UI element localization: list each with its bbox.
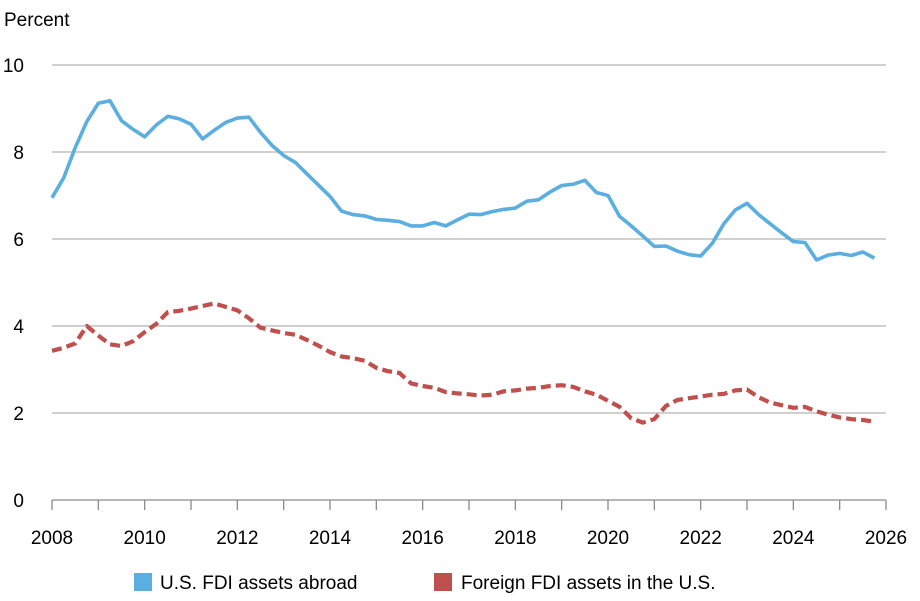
legend: U.S. FDI assets abroad Foreign FDI assets… <box>134 573 716 594</box>
x-tick-label: 2018 <box>494 528 536 549</box>
x-tick-label: 2024 <box>772 528 815 549</box>
x-tick-label: 2012 <box>216 528 258 549</box>
gridlines <box>52 64 886 414</box>
series-line-1 <box>50 98 876 262</box>
x-tick-label: 2014 <box>309 528 352 549</box>
x-tick-label: 2016 <box>402 528 444 549</box>
series <box>50 98 876 425</box>
legend-swatch <box>434 573 452 591</box>
legend-label: U.S. FDI assets abroad <box>160 573 357 594</box>
series-line-2 <box>51 301 875 425</box>
legend-swatch <box>134 573 152 591</box>
y-tick-label: 0 <box>13 491 24 512</box>
x-tick-label: 2008 <box>31 528 73 549</box>
y-tick-label: 6 <box>13 230 24 251</box>
axes: 0 2 4 6 8 10 2008 2010 2012 2014 2016 2018 2020 2022 2… <box>3 56 907 549</box>
x-tick-label: 2010 <box>124 528 166 549</box>
legend-label: Foreign FDI assets in the U.S. <box>461 573 716 594</box>
x-tick-label: 2022 <box>680 528 722 549</box>
x-tick-label: 2020 <box>587 528 629 549</box>
y-axis-title: Percent <box>4 10 70 31</box>
y-tick-label: 10 <box>3 56 24 77</box>
y-tick-label: 8 <box>13 143 24 164</box>
x-tick-label: 2026 <box>865 528 907 549</box>
y-tick-label: 2 <box>13 404 24 425</box>
y-tick-label: 4 <box>13 317 24 338</box>
